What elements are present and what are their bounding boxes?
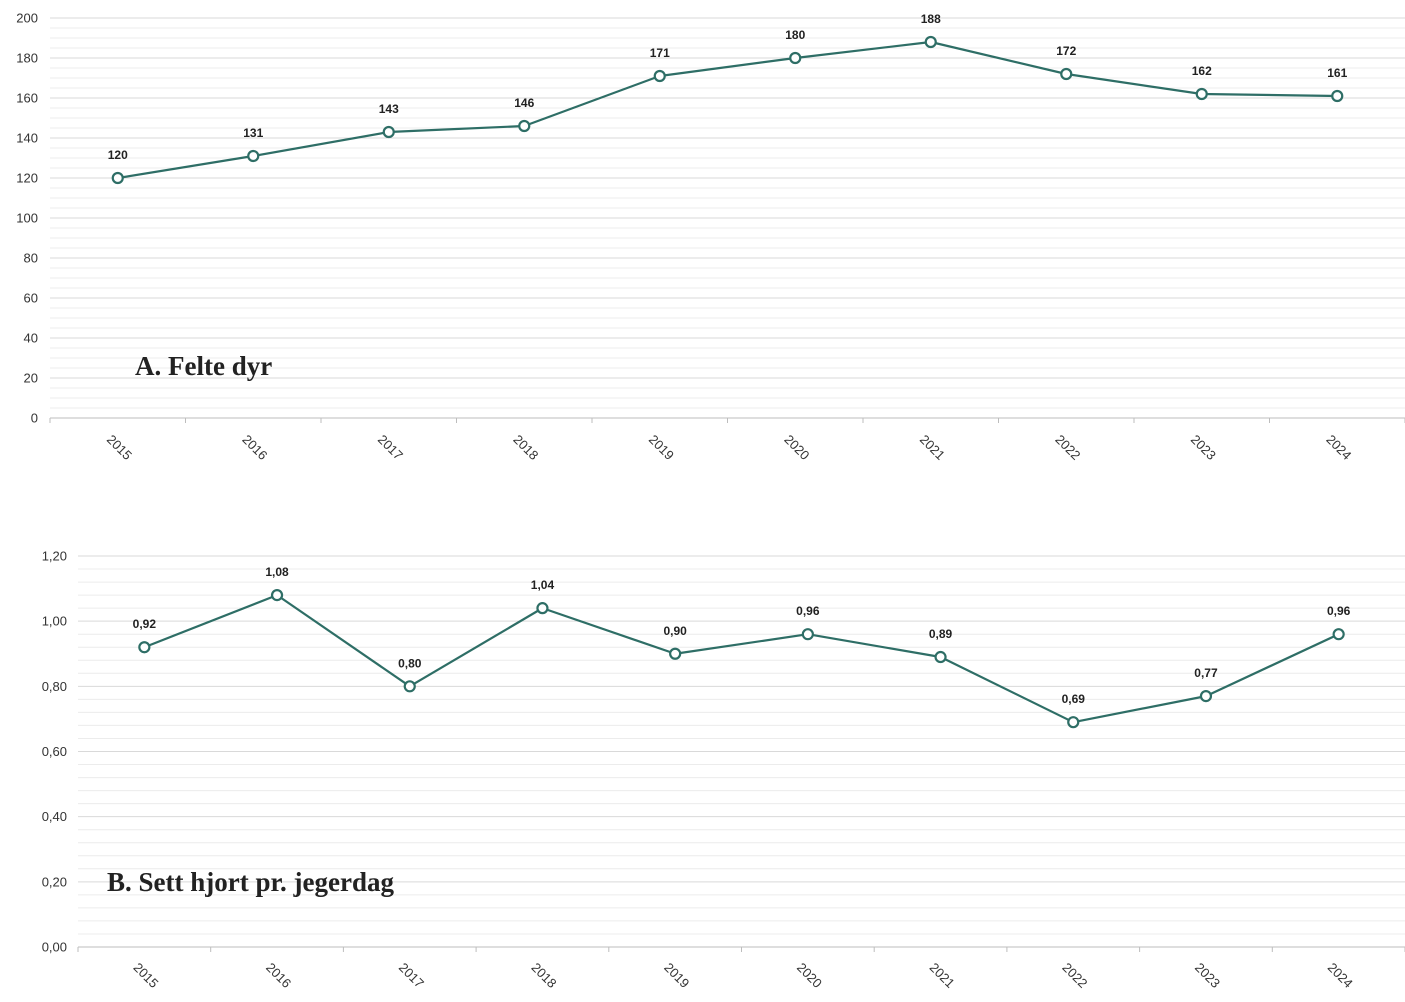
x-tick-label: 2018 xyxy=(510,432,541,463)
y-tick-label: 140 xyxy=(16,131,38,146)
x-tick-label: 2024 xyxy=(1325,960,1356,991)
data-point xyxy=(934,650,947,664)
x-tick-label: 2017 xyxy=(375,432,406,463)
data-label: 131 xyxy=(243,126,263,140)
data-point xyxy=(111,171,124,185)
x-tick-label: 2024 xyxy=(1323,432,1354,463)
y-tick-label: 1,00 xyxy=(42,614,67,629)
chart-title: B. Sett hjort pr. jegerdag xyxy=(107,867,394,897)
data-point xyxy=(247,149,260,163)
x-tick-label: 2023 xyxy=(1192,960,1223,991)
data-label: 143 xyxy=(379,102,399,116)
gridlines xyxy=(50,17,1405,409)
y-tick-label: 20 xyxy=(24,371,38,386)
y-tick-label: 0,80 xyxy=(42,679,67,694)
data-label: 172 xyxy=(1056,44,1076,58)
data-label: 0,96 xyxy=(796,604,820,618)
data-point xyxy=(1331,89,1344,103)
data-label: 120 xyxy=(108,148,128,162)
data-point xyxy=(138,641,151,654)
x-tick-label: 2019 xyxy=(646,432,677,463)
data-point xyxy=(789,51,802,65)
data-label: 0,96 xyxy=(1327,604,1351,618)
data-label: 0,89 xyxy=(929,627,953,641)
data-point xyxy=(382,125,395,139)
x-tick-label: 2021 xyxy=(927,960,958,991)
data-point xyxy=(536,602,549,615)
data-point xyxy=(801,628,814,641)
x-tick-label: 2017 xyxy=(396,960,427,991)
data-label: 146 xyxy=(514,96,534,110)
x-tick-label: 2016 xyxy=(263,960,294,991)
x-tick-label: 2016 xyxy=(239,432,270,463)
y-tick-label: 180 xyxy=(16,51,38,66)
y-tick-label: 40 xyxy=(24,331,38,346)
data-label: 180 xyxy=(785,28,805,42)
data-point xyxy=(653,69,666,83)
y-tick-label: 0,00 xyxy=(42,940,67,955)
data-label: 0,69 xyxy=(1062,692,1086,706)
y-tick-label: 0,40 xyxy=(42,809,67,824)
series-line xyxy=(143,593,1340,724)
y-tick-label: 0,60 xyxy=(42,744,67,759)
gridlines xyxy=(78,555,1405,935)
data-point xyxy=(924,35,937,49)
data-label: 1,04 xyxy=(531,578,555,592)
y-tick-label: 100 xyxy=(16,211,38,226)
x-tick-label: 2022 xyxy=(1059,960,1090,991)
series-line xyxy=(117,40,1338,180)
y-tick-label: 0,20 xyxy=(42,874,67,889)
x-tick-label: 2023 xyxy=(1188,432,1219,463)
data-point xyxy=(1067,716,1080,729)
data-label: 0,77 xyxy=(1194,666,1218,680)
data-label: 1,08 xyxy=(265,565,289,579)
data-label: 188 xyxy=(921,12,941,26)
data-point xyxy=(1332,628,1345,641)
y-tick-label: 80 xyxy=(24,251,38,266)
data-point xyxy=(669,647,682,660)
chart-panel-b: 0,00 0,20 0,40 0,60 0,80 1,00 1,20 2015 2016 2017… xyxy=(42,549,1405,991)
x-tick-label: 2020 xyxy=(781,432,812,463)
y-tick-label: 1,20 xyxy=(42,549,67,564)
y-tick-label: 120 xyxy=(16,171,38,186)
data-point xyxy=(518,119,531,133)
data-label: 171 xyxy=(650,46,670,60)
x-tick-label: 2015 xyxy=(130,960,161,991)
x-tick-label: 2022 xyxy=(1052,432,1083,463)
data-point xyxy=(1195,87,1208,101)
y-tick-label: 160 xyxy=(16,91,38,106)
x-tick-label: 2019 xyxy=(661,960,692,991)
data-point xyxy=(1060,67,1073,81)
chart-title: A. Felte dyr xyxy=(135,351,272,381)
data-label: 0,92 xyxy=(133,617,157,631)
x-tick-label: 2021 xyxy=(917,432,948,463)
data-label: 0,90 xyxy=(663,624,687,638)
chart-panel-a: 0 20 40 60 80 100 120 140 160 180 200 2015 2016 2017 2… xyxy=(16,11,1405,463)
x-tick-label: 2015 xyxy=(104,432,135,463)
y-tick-label: 200 xyxy=(16,11,38,26)
y-tick-label: 0 xyxy=(31,411,38,426)
data-label: 162 xyxy=(1192,64,1212,78)
data-label: 161 xyxy=(1327,66,1347,80)
x-tick-label: 2020 xyxy=(794,960,825,991)
data-label: 0,80 xyxy=(398,656,422,670)
data-point xyxy=(1199,690,1213,703)
data-point xyxy=(403,680,416,693)
x-tick-label: 2018 xyxy=(529,960,560,991)
y-tick-label: 60 xyxy=(24,291,38,306)
data-point xyxy=(270,588,284,602)
